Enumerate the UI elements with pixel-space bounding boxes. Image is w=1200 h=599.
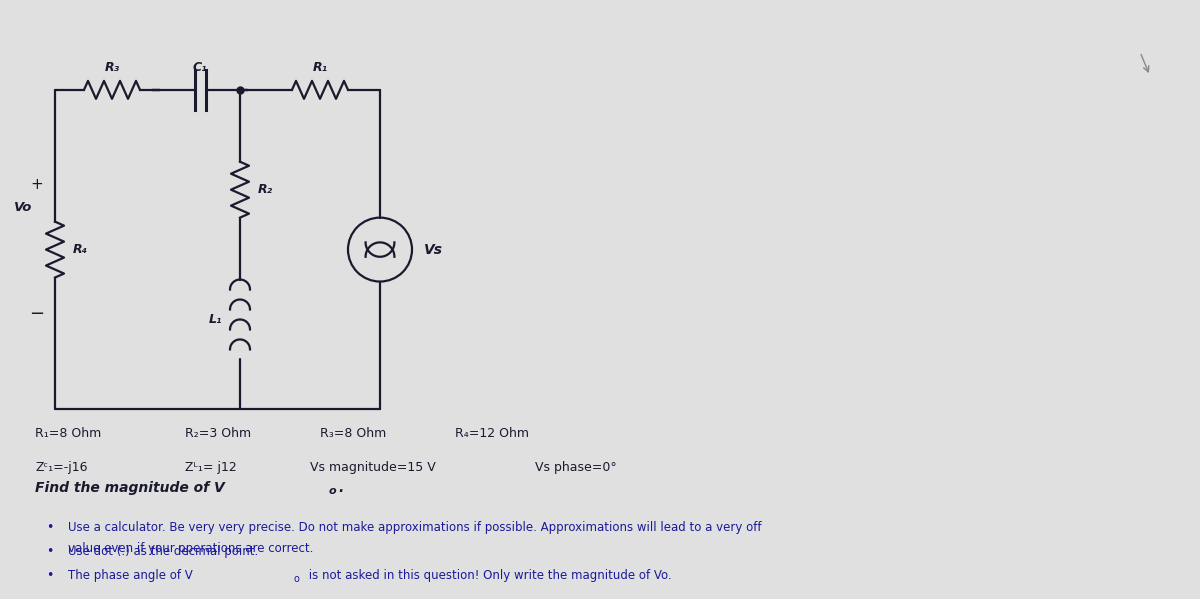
Text: +: + (31, 177, 43, 192)
Text: −: − (30, 305, 44, 323)
Text: o: o (329, 486, 336, 496)
Text: •: • (46, 545, 53, 558)
Text: R₃: R₃ (104, 61, 120, 74)
Text: Vs: Vs (424, 243, 443, 256)
Text: Vo: Vo (14, 201, 32, 214)
Text: Vs phase=0°: Vs phase=0° (535, 461, 617, 474)
Text: R₁: R₁ (312, 61, 328, 74)
Text: R₄=12 Ohm: R₄=12 Ohm (455, 427, 529, 440)
Text: value even if your operations are correct.: value even if your operations are correc… (68, 542, 313, 555)
Text: The phase angle of V: The phase angle of V (68, 569, 193, 582)
Text: •: • (46, 569, 53, 582)
Text: R₂: R₂ (258, 183, 274, 196)
Text: is not asked in this question! Only write the magnitude of Vo.: is not asked in this question! Only writ… (305, 569, 672, 582)
Text: R₁=8 Ohm: R₁=8 Ohm (35, 427, 101, 440)
Text: R₃=8 Ohm: R₃=8 Ohm (320, 427, 386, 440)
Text: C₁: C₁ (193, 61, 208, 74)
Text: •: • (46, 521, 53, 534)
Text: Zᴸ₁= j12: Zᴸ₁= j12 (185, 461, 236, 474)
Text: .: . (338, 481, 343, 495)
Text: R₂=3 Ohm: R₂=3 Ohm (185, 427, 251, 440)
Text: Use a calculator. Be very very precise. Do not make approximations if possible. : Use a calculator. Be very very precise. … (68, 521, 762, 534)
Text: Zᶜ₁=-j16: Zᶜ₁=-j16 (35, 461, 88, 474)
Text: L₁: L₁ (209, 313, 222, 326)
Text: Vs magnitude=15 V: Vs magnitude=15 V (310, 461, 436, 474)
Text: R₄: R₄ (73, 243, 88, 256)
Text: o: o (294, 574, 300, 584)
Text: Use dot (.) as the decimal point.: Use dot (.) as the decimal point. (68, 545, 258, 558)
Text: Find the magnitude of V: Find the magnitude of V (35, 481, 224, 495)
